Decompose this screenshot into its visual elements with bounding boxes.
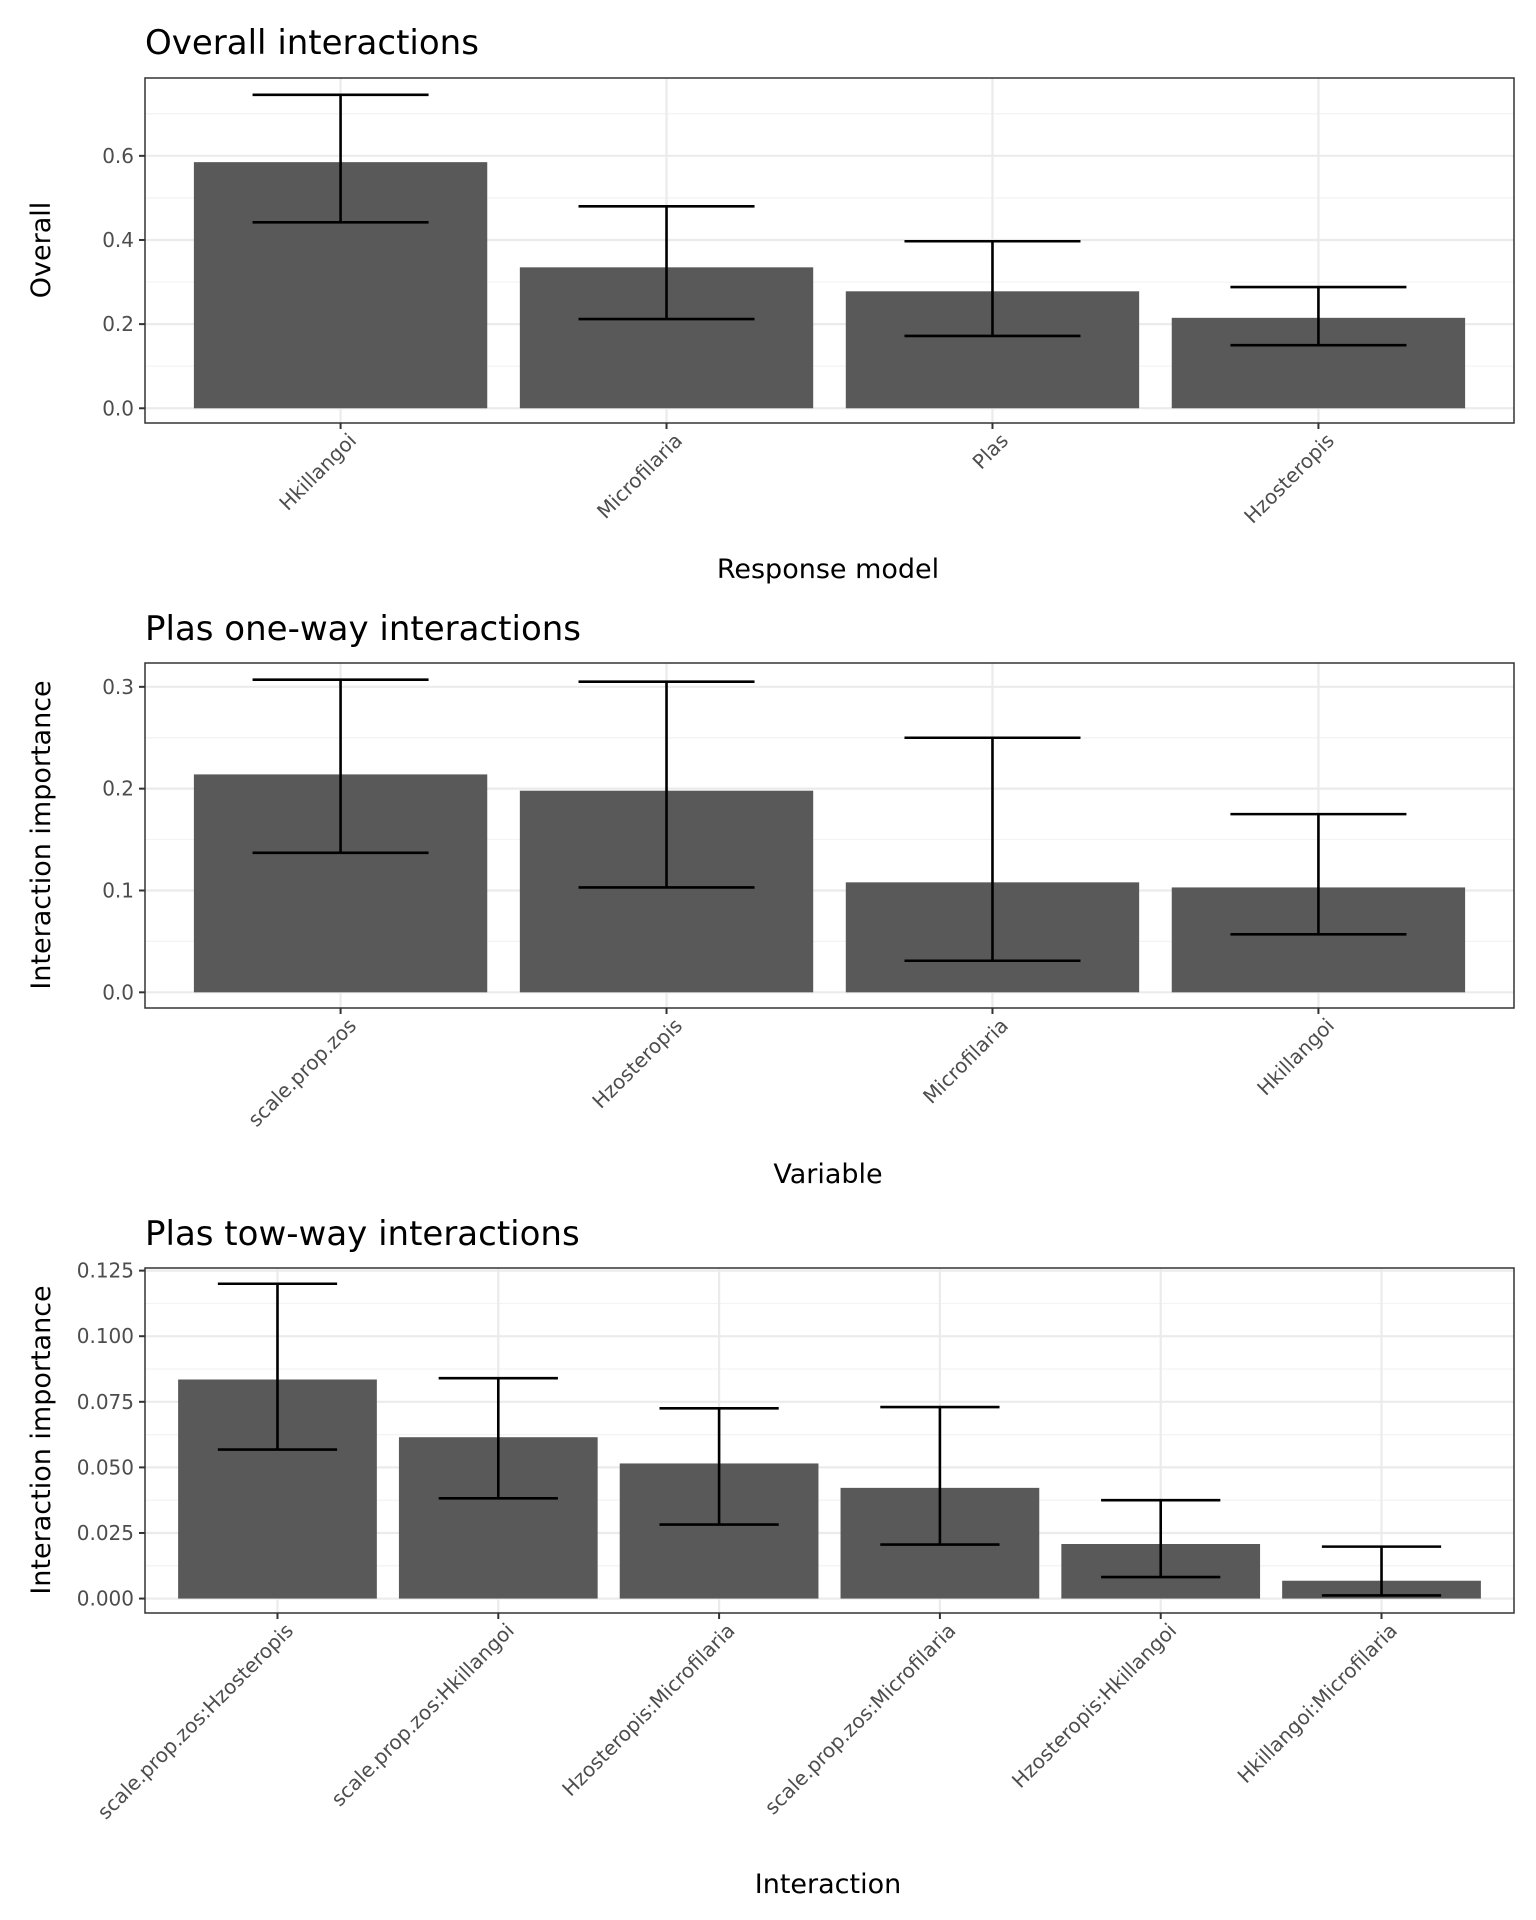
error-bar <box>217 1282 338 1451</box>
y-tick-label: 0.050 <box>77 1455 134 1479</box>
x-tick-label: Plas <box>968 428 1013 473</box>
x-tick-label: Microfilaria <box>592 428 687 523</box>
plot-area: 0.000 0.025 0.050 0.075 0.100 0.125 scale.prop… <box>77 1259 1515 1824</box>
y-tick-label: 0.1 <box>102 878 134 902</box>
x-tick-label: scale.prop.zos:Hzosteropis <box>93 1618 298 1823</box>
y-tick-label: 0.075 <box>77 1390 134 1414</box>
y-tick-label: 0.000 <box>77 1587 134 1611</box>
y-tick-label: 0.2 <box>102 312 134 336</box>
x-tick-label: scale.prop.zos <box>243 1013 361 1131</box>
error-bar <box>904 239 1081 338</box>
panel-border <box>144 1267 1515 1614</box>
error-bar <box>252 93 429 224</box>
plot-area: 0.0 0.1 0.2 0.3 scale.prop.zos Hzosteropis Mic… <box>102 662 1515 1131</box>
x-tick-label: Hzosteropis:Hkillangoi <box>1007 1618 1181 1792</box>
error-bar <box>1230 812 1407 936</box>
x-tick-label: Microfilaria <box>918 1013 1013 1108</box>
y-tick-label: 0.025 <box>77 1521 134 1545</box>
y-tick-label: 0.2 <box>102 777 134 801</box>
chart-title: Overall interactions <box>145 23 479 63</box>
y-axis-title: Interaction importance <box>26 1285 57 1594</box>
x-tick-label: Hzosteropis <box>587 1013 687 1113</box>
x-tick-label: Hkillangoi:Microfilaria <box>1233 1618 1403 1788</box>
error-bar <box>578 680 755 889</box>
chart-panel-one-way: Plas one-way interactions 0.0 0.1 0.2 0.3 sc… <box>26 609 1515 1190</box>
x-tick-label: Hkillangoi <box>274 428 361 515</box>
error-bar <box>1101 1498 1221 1579</box>
chart-title: Plas tow-way interactions <box>145 1214 580 1254</box>
y-axis-title: Interaction importance <box>26 680 57 989</box>
error-bar <box>578 205 755 321</box>
x-tick-label: Hzosteropis:Microfilaria <box>557 1618 739 1800</box>
chart-panel-overall: Overall interactions 0.0 0.2 0.4 0.6 Hkillan… <box>26 23 1515 585</box>
panel-border <box>144 662 1515 1009</box>
error-bar <box>1321 1545 1442 1597</box>
plot-area: 0.0 0.2 0.4 0.6 Hkillangoi Microfilaria Plas Hz… <box>102 77 1515 528</box>
error-bar <box>904 736 1081 963</box>
error-bar <box>438 1376 558 1500</box>
error-bar <box>1230 285 1407 347</box>
error-bar <box>252 678 429 855</box>
x-tick-label: scale.prop.zos:Hkillangoi <box>326 1618 519 1811</box>
x-axis-title: Response model <box>717 554 939 585</box>
x-axis-title: Variable <box>773 1159 882 1190</box>
y-tick-label: 0.125 <box>77 1259 134 1283</box>
y-tick-label: 0.100 <box>77 1324 134 1348</box>
x-axis-title: Interaction <box>755 1869 901 1900</box>
x-tick-label: Hzosteropis <box>1239 428 1339 528</box>
y-tick-label: 0.0 <box>102 396 134 420</box>
y-tick-label: 0.6 <box>102 144 134 168</box>
y-tick-label: 0.4 <box>102 228 134 252</box>
y-axis-title: Overall <box>26 202 57 299</box>
error-bar <box>659 1407 779 1526</box>
x-tick-label: scale.prop.zos:Microfilaria <box>760 1618 961 1819</box>
chart-title: Plas one-way interactions <box>145 609 581 649</box>
y-tick-label: 0.3 <box>102 675 134 699</box>
y-tick-label: 0.0 <box>102 980 134 1004</box>
error-bar <box>880 1405 1000 1546</box>
panel-border <box>144 77 1515 424</box>
chart-panel-two-way: Plas tow-way interactions 0.000 0.025 0.05… <box>26 1214 1515 1900</box>
x-tick-label: Hkillangoi <box>1252 1013 1339 1100</box>
